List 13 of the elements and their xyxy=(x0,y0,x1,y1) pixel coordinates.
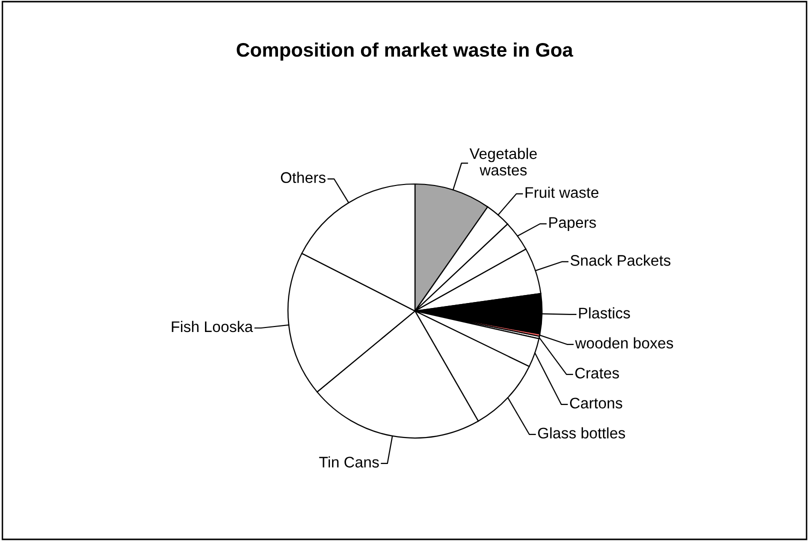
slice-label: Snack Packets xyxy=(570,254,670,266)
chart-title: Composition of market waste in Goa xyxy=(236,42,574,61)
slice-label: Vegetable wastes xyxy=(470,148,537,176)
slice-label: Others xyxy=(280,172,326,183)
slice-label: Plastics xyxy=(579,307,630,319)
slice-label: wooden boxes xyxy=(575,337,674,349)
slice-label: Cartons xyxy=(570,398,622,409)
slice-label: Fish Looska xyxy=(172,320,253,332)
slice-label: Tin Cans xyxy=(319,456,379,468)
slice-label: Fruit waste xyxy=(526,186,598,198)
slice-label: Glass bottles xyxy=(538,427,626,439)
slice-label: Papers xyxy=(549,217,596,231)
slice-label: Crates xyxy=(575,368,619,379)
